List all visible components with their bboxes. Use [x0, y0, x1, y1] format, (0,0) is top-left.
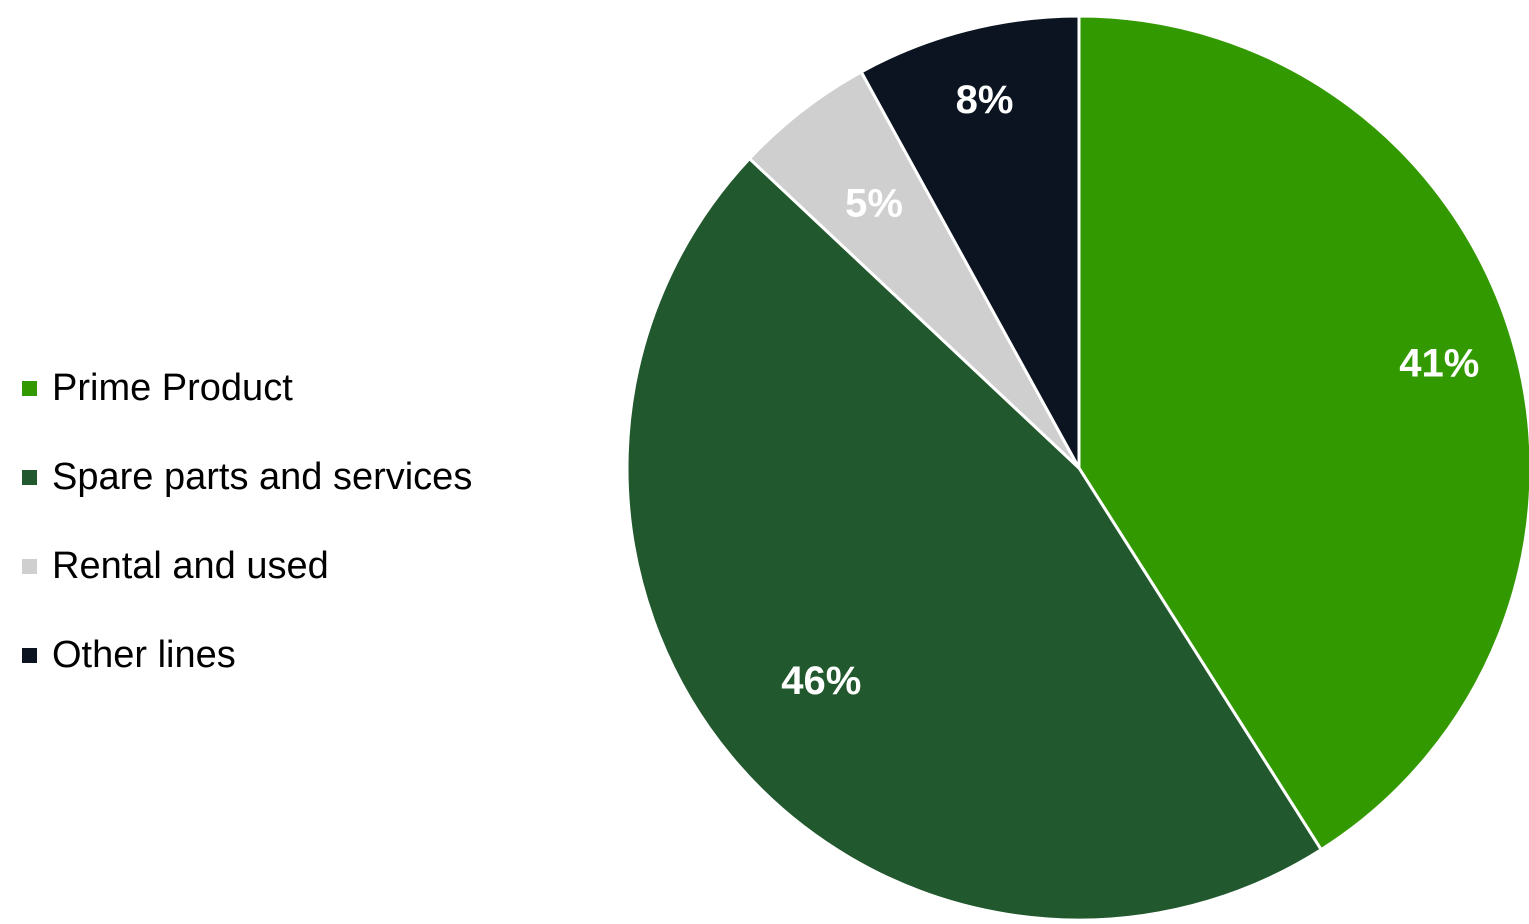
data-label-rental-and-used: 5%	[845, 182, 903, 226]
pie-slice-prime-product	[1077, 14, 1529, 852]
pie-slice-spare-parts-and-services	[625, 157, 1323, 922]
pie-slice-rental-and-used	[748, 70, 1081, 470]
chart-legend: Prime Product Spare parts and services R…	[22, 344, 472, 700]
legend-label-other-lines: Other lines	[52, 634, 236, 676]
legend-item-spare-parts-and-services: Spare parts and services	[22, 433, 472, 522]
legend-label-spare-parts-and-services: Spare parts and services	[52, 456, 473, 498]
legend-swatch-spare-parts-and-services	[22, 470, 37, 485]
legend-swatch-prime-product	[22, 381, 37, 396]
legend-item-rental-and-used: Rental and used	[22, 522, 472, 611]
legend-label-prime-product: Prime Product	[52, 367, 293, 409]
data-label-prime-product: 41%	[1399, 341, 1479, 385]
data-label-other-lines: 8%	[956, 78, 1014, 122]
pie-slice-other-lines	[859, 14, 1081, 470]
legend-swatch-rental-and-used	[22, 559, 37, 574]
legend-swatch-other-lines	[22, 648, 37, 663]
legend-label-rental-and-used: Rental and used	[52, 545, 329, 587]
legend-item-prime-product: Prime Product	[22, 344, 472, 433]
data-label-spare-parts-and-services: 46%	[781, 659, 861, 703]
legend-item-other-lines: Other lines	[22, 611, 472, 700]
